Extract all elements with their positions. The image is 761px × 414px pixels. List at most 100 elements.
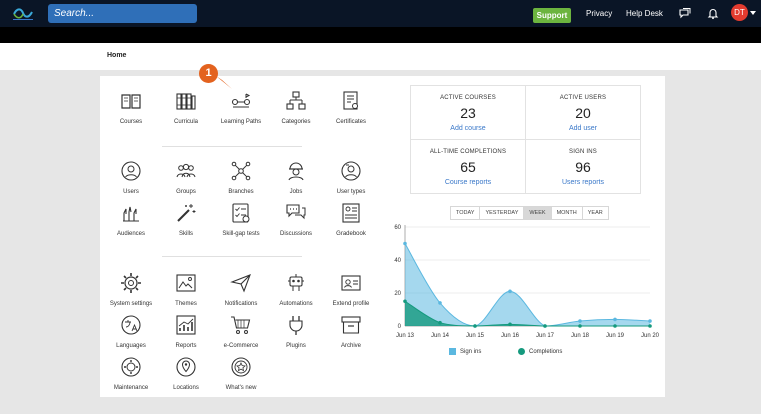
tile-label: System settings [109, 301, 153, 307]
tile-discussions[interactable]: Discussions [265, 202, 327, 252]
branches-network-icon [231, 161, 251, 181]
tile-label: Curricula [173, 119, 198, 125]
maintenance-gear-icon [121, 357, 141, 377]
legend-completions[interactable]: Completions [518, 348, 562, 355]
tile-label: Archive [340, 343, 361, 349]
data-point[interactable] [403, 241, 407, 246]
tile-curricula[interactable]: Curricula [155, 90, 217, 140]
tile-jobs[interactable]: Jobs [265, 160, 327, 210]
books-shelf-icon [176, 93, 196, 110]
tile-locations[interactable]: Locations [155, 356, 217, 406]
data-point[interactable] [508, 322, 512, 327]
tile-skill-gap-tests[interactable]: Skill-gap tests [210, 202, 272, 252]
tile-archive[interactable]: Archive [320, 314, 382, 364]
help-desk-link[interactable]: Help Desk [626, 9, 663, 18]
data-point[interactable] [578, 324, 582, 328]
company-logo[interactable] [8, 5, 38, 22]
support-button[interactable]: Support [533, 8, 571, 23]
date-range-tabs: TODAY YESTERDAY WEEK MONTH YEAR [450, 206, 609, 220]
legend-sign-ins[interactable]: Sign ins [449, 348, 481, 355]
data-point[interactable] [508, 289, 512, 294]
tile-groups[interactable]: Groups [155, 160, 217, 210]
data-point[interactable] [613, 324, 617, 328]
x-tick-label: Jun 18 [571, 333, 590, 339]
tile-learning-paths[interactable]: Learning Paths [210, 90, 272, 140]
search-input[interactable]: Search... [48, 4, 197, 23]
discussion-bubbles-icon [286, 204, 306, 220]
tile-ecommerce[interactable]: e-Commerce [210, 314, 272, 364]
privacy-link[interactable]: Privacy [586, 9, 613, 18]
course-reports-link[interactable]: Course reports [444, 179, 492, 186]
tile-categories[interactable]: Categories [265, 90, 327, 140]
tile-label: e-Commerce [223, 343, 259, 349]
y-tick-label: 40 [394, 258, 401, 264]
messages-icon[interactable] [678, 6, 692, 20]
tile-gradebook[interactable]: Gradebook [320, 202, 382, 252]
stat-title: ACTIVE USERS [559, 95, 607, 101]
add-user-link[interactable]: Add user [568, 125, 598, 132]
tile-extend-profile[interactable]: Extend profile [320, 272, 382, 322]
user-avatar[interactable]: DT [731, 4, 748, 21]
y-tick-label: 60 [394, 225, 401, 231]
notifications-bell-icon[interactable] [706, 6, 720, 20]
data-point[interactable] [543, 324, 547, 328]
tile-plugins[interactable]: Plugins [265, 314, 327, 364]
worker-helmet-icon [288, 162, 304, 181]
tab-week[interactable]: WEEK [524, 206, 552, 220]
breadcrumb-home[interactable]: Home [107, 52, 127, 59]
tile-notifications[interactable]: Notifications [210, 272, 272, 322]
stat-title: ACTIVE COURSES [440, 95, 496, 101]
robot-icon [288, 274, 304, 291]
tile-skills[interactable]: Skills [155, 202, 217, 252]
tile-automations[interactable]: Automations [265, 272, 327, 322]
tile-courses[interactable]: Courses [100, 90, 162, 140]
users-reports-link[interactable]: Users reports [561, 179, 604, 186]
tile-label: Certificates [335, 119, 366, 125]
tile-label: Themes [175, 301, 197, 307]
tile-branches[interactable]: Branches [210, 160, 272, 210]
tile-themes[interactable]: Themes [155, 272, 217, 322]
tile-label: Maintenance [113, 385, 149, 391]
y-tick-label: 20 [394, 291, 401, 297]
tab-year[interactable]: YEAR [582, 206, 609, 220]
tile-user-types[interactable]: User types [320, 160, 382, 210]
user-icon [121, 161, 141, 181]
hierarchy-icon [286, 91, 306, 110]
gear-icon [121, 273, 141, 293]
data-point[interactable] [613, 317, 617, 322]
data-point[interactable] [473, 324, 477, 328]
tile-label: Courses [119, 119, 143, 125]
tile-label: Categories [281, 119, 311, 125]
whats-new-badge-icon [231, 357, 251, 377]
stat-all-time-completions: ALL-TIME COMPLETIONS 65 Course reports [410, 139, 526, 194]
tile-certificates[interactable]: Certificates [320, 90, 382, 140]
top-navigation-bar: Search... Support Privacy Help Desk DT [0, 0, 761, 27]
data-point[interactable] [648, 319, 652, 323]
tile-system-settings[interactable]: System settings [100, 272, 162, 322]
certificate-icon [343, 91, 358, 110]
data-point[interactable] [403, 299, 407, 304]
audience-hands-icon [123, 206, 139, 222]
stat-value: 20 [575, 105, 591, 121]
tab-yesterday[interactable]: YESTERDAY [480, 206, 525, 220]
x-tick-label: Jun 20 [641, 333, 660, 339]
data-point[interactable] [438, 301, 442, 305]
data-point[interactable] [438, 320, 442, 325]
stat-sign-ins: SIGN INS 96 Users reports [525, 139, 641, 194]
legend-swatch [518, 348, 525, 355]
chevron-down-icon[interactable] [750, 11, 756, 15]
id-card-icon [341, 275, 361, 291]
tile-maintenance[interactable]: Maintenance [100, 356, 162, 406]
data-point[interactable] [578, 319, 582, 323]
tab-today[interactable]: TODAY [450, 206, 481, 220]
tile-audiences[interactable]: Audiences [100, 202, 162, 252]
tile-label: Notifications [224, 301, 258, 307]
tile-users[interactable]: Users [100, 160, 162, 210]
group-icon [176, 163, 196, 178]
add-course-link[interactable]: Add course [450, 125, 486, 132]
tile-languages[interactable]: Languages [100, 314, 162, 364]
tab-month[interactable]: MONTH [551, 206, 583, 220]
tile-whats-new[interactable]: What's new [210, 356, 272, 406]
tile-reports[interactable]: Reports [155, 314, 217, 364]
data-point[interactable] [648, 324, 652, 328]
